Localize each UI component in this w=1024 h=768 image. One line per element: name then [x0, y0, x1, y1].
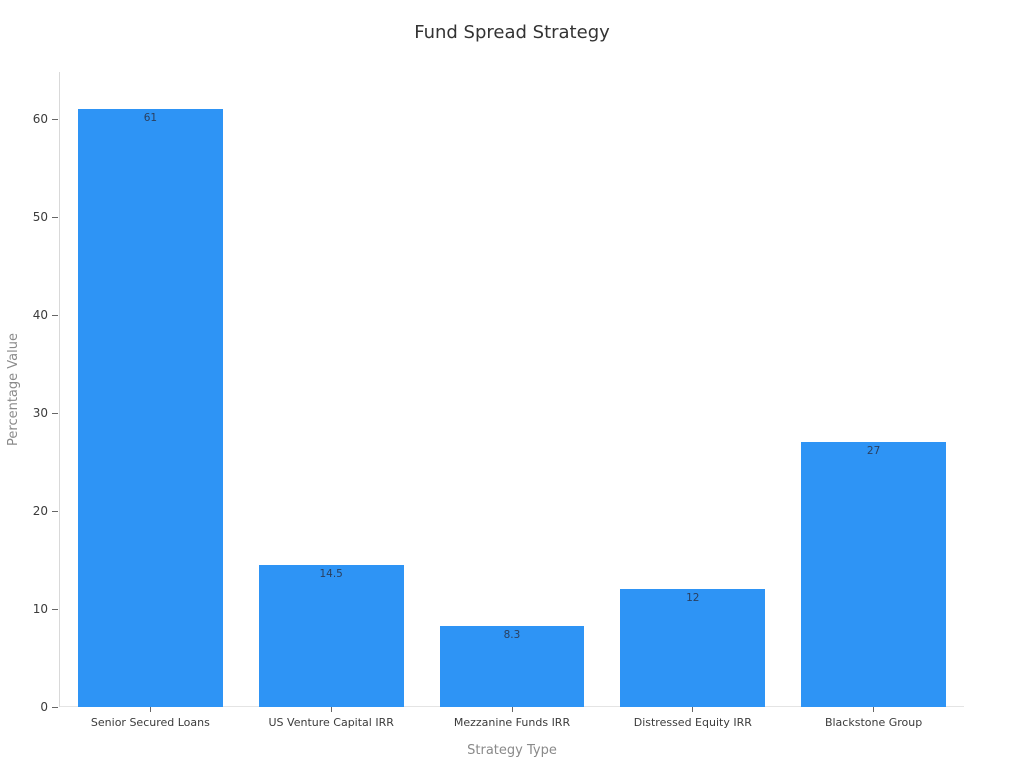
bar: 61: [78, 109, 223, 707]
x-tick-mark: [692, 707, 694, 712]
bar: 8.3: [439, 625, 585, 707]
y-tick-mark: [52, 314, 58, 316]
y-tick-mark: [52, 510, 58, 512]
x-tick-mark: [873, 707, 875, 712]
y-tick-label: 50: [32, 210, 48, 225]
y-tick-label: 10: [32, 602, 48, 616]
y-tick-label: 30: [32, 406, 48, 421]
y-tick-mark: [52, 706, 58, 708]
bar-value-label: 61: [143, 112, 158, 125]
x-tick-mark: [149, 707, 151, 712]
x-tick-label: US Venture Capital IRR: [268, 716, 394, 729]
bar-value-label: 27: [866, 445, 881, 458]
y-tick-label: 40: [32, 308, 48, 323]
y-tick-mark: [52, 608, 58, 610]
x-axis-title: Strategy Type: [467, 743, 557, 758]
y-axis-line: [59, 72, 60, 707]
bar-value-label: 14.5: [319, 567, 343, 580]
bar: 14.5: [258, 564, 404, 707]
x-tick-label: Senior Secured Loans: [90, 716, 210, 729]
chart-title: Fund Spread Strategy: [414, 22, 610, 43]
x-tick-mark: [511, 707, 513, 712]
bar-value-label: 12: [686, 592, 700, 605]
y-tick-label: 0: [40, 700, 48, 714]
y-tick-mark: [52, 412, 58, 414]
x-tick-label: Blackstone Group: [824, 716, 923, 729]
y-tick-mark: [52, 118, 58, 120]
x-tick-label: Distressed Equity IRR: [633, 716, 752, 729]
bar: 27: [801, 442, 946, 707]
y-tick-mark: [52, 216, 58, 218]
bar: 12: [620, 589, 766, 707]
y-tick-label: 20: [32, 504, 48, 518]
bar-value-label: 8.3: [503, 628, 521, 641]
x-tick-label: Mezzanine Funds IRR: [453, 716, 571, 729]
x-tick-mark: [330, 707, 332, 712]
y-tick-label: 60: [32, 112, 48, 127]
plot-area: 0 10 20 30 40 50 60 61 Senior Secured Loans 14.5 U…: [33, 72, 964, 729]
